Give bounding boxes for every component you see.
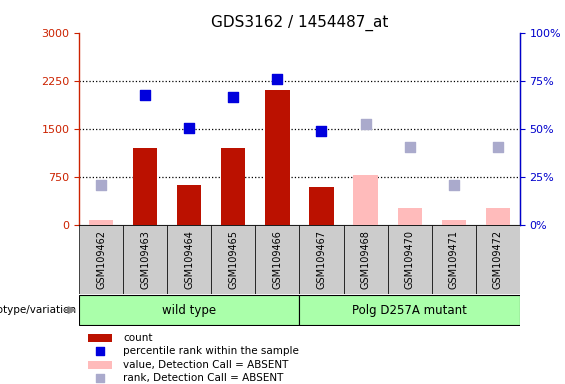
Text: GSM109471: GSM109471: [449, 230, 459, 289]
Text: GSM109472: GSM109472: [493, 230, 503, 289]
Text: count: count: [123, 333, 153, 343]
Point: [449, 182, 458, 188]
Bar: [442, 220, 466, 225]
Bar: [344, 225, 388, 294]
Bar: [89, 220, 113, 225]
Bar: [79, 295, 299, 325]
Bar: [133, 148, 157, 225]
Point: [185, 125, 194, 131]
Point: [493, 144, 502, 150]
Text: value, Detection Call = ABSENT: value, Detection Call = ABSENT: [123, 360, 289, 370]
Point: [405, 144, 414, 150]
Bar: [211, 225, 255, 294]
Text: rank, Detection Call = ABSENT: rank, Detection Call = ABSENT: [123, 373, 284, 383]
Point: [273, 76, 282, 83]
Bar: [79, 225, 123, 294]
Text: GSM109470: GSM109470: [405, 230, 415, 289]
Bar: [177, 185, 201, 225]
Bar: [486, 208, 510, 225]
Text: Polg D257A mutant: Polg D257A mutant: [352, 304, 467, 316]
Bar: [310, 187, 333, 225]
Bar: [123, 225, 167, 294]
Text: percentile rank within the sample: percentile rank within the sample: [123, 346, 299, 356]
Bar: [167, 225, 211, 294]
Bar: [299, 225, 344, 294]
Text: GSM109468: GSM109468: [360, 230, 371, 289]
Bar: [476, 225, 520, 294]
Text: GSM109467: GSM109467: [316, 230, 327, 289]
Bar: [266, 90, 289, 225]
Bar: [221, 148, 245, 225]
Bar: [88, 334, 112, 342]
Text: genotype/variation: genotype/variation: [0, 305, 77, 315]
Bar: [388, 225, 432, 294]
Text: GSM109465: GSM109465: [228, 230, 238, 289]
Bar: [354, 175, 377, 225]
Point: [317, 127, 326, 134]
Point: [361, 121, 370, 127]
Bar: [432, 225, 476, 294]
Bar: [299, 295, 520, 325]
Point: [95, 348, 105, 354]
Point: [229, 94, 238, 100]
Bar: [255, 225, 299, 294]
Bar: [88, 361, 112, 369]
Point: [97, 182, 106, 188]
Title: GDS3162 / 1454487_at: GDS3162 / 1454487_at: [211, 15, 388, 31]
Point: [141, 92, 150, 98]
Text: wild type: wild type: [162, 304, 216, 316]
Text: GSM109463: GSM109463: [140, 230, 150, 289]
Text: GSM109464: GSM109464: [184, 230, 194, 289]
Text: GSM109462: GSM109462: [96, 230, 106, 289]
Bar: [398, 208, 421, 225]
Text: GSM109466: GSM109466: [272, 230, 282, 289]
Point: [95, 375, 105, 381]
